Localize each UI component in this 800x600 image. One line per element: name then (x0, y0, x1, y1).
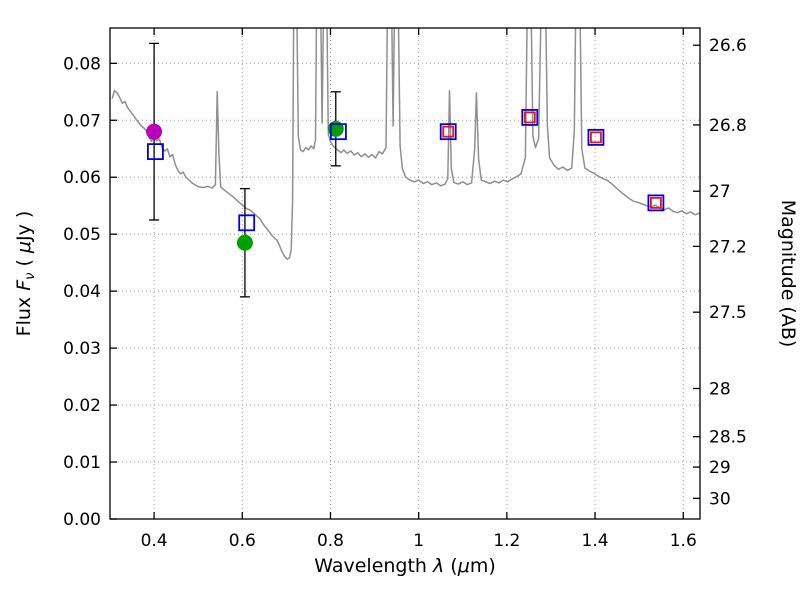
y-tick-label: 0.00 (63, 510, 101, 530)
x-axis-label: Wavelength λ (μm) (314, 555, 495, 577)
y-tick-label: 0.01 (63, 453, 101, 473)
y-tick-label: 0.02 (63, 396, 101, 416)
photometry-square-marker (238, 214, 256, 232)
x-tick-label: 1.4 (582, 531, 609, 551)
tick-labels: 0.4 0.6 0.8 1 1.2 1.4 1.6 0.00 0.01 0.02 0.03 0.04 0… (63, 36, 747, 551)
photometry-square-marker (330, 123, 347, 141)
y-tick-label: 0.06 (63, 168, 101, 188)
x-tick-label: 1.2 (493, 531, 520, 551)
photometry-square-marker (587, 128, 605, 146)
y-tick-label: 0.04 (63, 282, 101, 302)
y-tick-label: 0.07 (63, 111, 101, 131)
x-tick-label: 1 (413, 531, 424, 551)
right-tick-label: 28 (709, 380, 731, 400)
blue-open-squares (147, 109, 665, 232)
right-tick-label: 26.8 (709, 116, 747, 136)
x-tick-label: 0.6 (229, 531, 256, 551)
spectrum-line (111, 28, 700, 261)
photometry-square-marker (523, 111, 536, 124)
tick-marks (110, 28, 700, 520)
red-model-squares (442, 111, 662, 209)
photometry-square-marker (647, 194, 665, 212)
right-tick-label: 27.2 (709, 237, 747, 257)
photometry-square-marker (650, 196, 662, 209)
y-axis-label: Flux Fν ( μJy ) (13, 211, 38, 337)
right-tick-label: 28.5 (709, 428, 747, 448)
right-tick-label: 26.6 (709, 36, 747, 56)
photometry-circle-marker (327, 120, 344, 137)
right-tick-label: 30 (709, 489, 731, 509)
right-tick-label: 29 (709, 458, 731, 478)
photometry-square-marker (439, 123, 457, 141)
photometry-square-marker (590, 131, 602, 144)
y-tick-label: 0.03 (63, 339, 101, 359)
green-photometry-circles (236, 120, 344, 251)
grid-lines (110, 28, 700, 519)
y-tick-label: 0.05 (63, 225, 101, 245)
x-tick-label: 1.6 (670, 531, 697, 551)
photometry-square-marker (521, 109, 539, 126)
x-tick-label: 0.8 (317, 531, 344, 551)
plot-frame (109, 27, 701, 520)
photometry-circle-marker (146, 123, 163, 140)
right-axis-label: Magnitude (AB) (777, 200, 799, 348)
magenta-photometry-circle (146, 123, 163, 140)
y-tick-label: 0.08 (63, 54, 101, 74)
right-tick-label: 27.5 (709, 303, 747, 323)
right-tick-label: 27 (709, 182, 731, 202)
photometry-square-marker (147, 143, 164, 161)
photometry-circle-marker (236, 234, 253, 251)
x-tick-label: 0.4 (141, 531, 168, 551)
photometry-square-marker (442, 125, 455, 138)
